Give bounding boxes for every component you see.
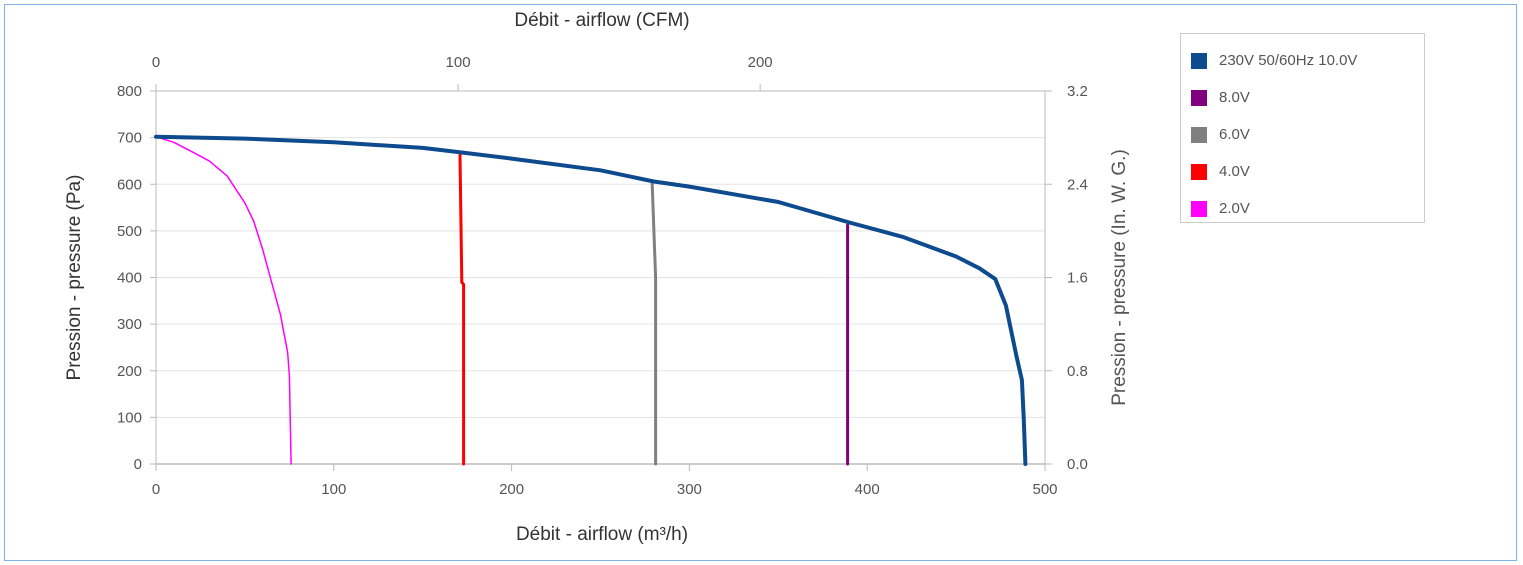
top-axis-title: Débit - airflow (CFM) — [514, 10, 689, 31]
legend-label-2v: 2.0V — [1219, 200, 1250, 217]
legend-label-8v: 8.0V — [1219, 89, 1250, 106]
legend-item-10v[interactable]: 230V 50/60Hz 10.0V — [1191, 42, 1424, 79]
right-axis-title: Pression - pressure (In. W. G.) — [1109, 149, 1130, 406]
legend-swatch-2v — [1191, 200, 1207, 217]
y2-tick-label: 1.6 — [1067, 270, 1088, 287]
axes: 0 100 200 300 400 500 600 700 800 0.0 0.8 1.6 2.4 3.2… — [117, 54, 1088, 498]
y-tick-label: 200 — [117, 363, 142, 380]
legend-swatch-4v — [1191, 163, 1207, 180]
grid-lines — [156, 90, 1045, 418]
legend-label-10v: 230V 50/60Hz 10.0V — [1219, 52, 1358, 69]
y-tick-label: 500 — [117, 223, 142, 240]
y-tick-label: 0 — [134, 456, 142, 473]
axis-titles: Débit - airflow (CFM) Débit - airflow (m… — [64, 10, 1130, 545]
y-tick-label: 400 — [117, 270, 142, 287]
y-tick-label: 700 — [117, 130, 142, 147]
left-axis-title: Pression - pressure (Pa) — [64, 175, 85, 381]
x-tick-label: 100 — [321, 481, 346, 498]
y2-tick-label: 3.2 — [1067, 83, 1088, 100]
legend-item-8v[interactable]: 8.0V — [1191, 79, 1424, 116]
y2-tick-label: 2.4 — [1067, 176, 1088, 193]
x2-tick-label: 0 — [152, 54, 160, 71]
chart-frame: 0 100 200 300 400 500 600 700 800 0.0 0.8 1.6 2.4 3.2… — [4, 4, 1517, 561]
y-tick-label: 800 — [117, 83, 142, 100]
series-lines — [154, 134, 1028, 466]
y2-tick-label: 0.8 — [1067, 363, 1088, 380]
legend-item-6v[interactable]: 6.0V — [1191, 116, 1424, 153]
legend-swatch-10v — [1191, 52, 1207, 69]
legend-item-2v[interactable]: 2.0V — [1191, 190, 1424, 227]
y-tick-label: 600 — [117, 176, 142, 193]
legend-item-4v[interactable]: 4.0V — [1191, 153, 1424, 190]
y-tick-label: 300 — [117, 316, 142, 333]
x-tick-label: 500 — [1032, 481, 1057, 498]
x2-tick-label: 200 — [748, 54, 773, 71]
series-line-2-0v — [155, 135, 292, 465]
series-line-10-0v — [154, 134, 1028, 466]
chart-legend: 230V 50/60Hz 10.0V 8.0V 6.0V 4.0V 2.0V — [1180, 33, 1425, 223]
x-tick-label: 400 — [855, 481, 880, 498]
y2-tick-label: 0.0 — [1067, 456, 1088, 473]
legend-swatch-8v — [1191, 89, 1207, 106]
series-line-4-0v — [458, 153, 466, 466]
x-tick-label: 300 — [677, 481, 702, 498]
x-tick-label: 200 — [499, 481, 524, 498]
bottom-axis-title: Débit - airflow (m³/h) — [516, 524, 688, 545]
x2-tick-label: 100 — [446, 54, 471, 71]
chart-canvas: 0 100 200 300 400 500 600 700 800 0.0 0.8 1.6 2.4 3.2… — [64, 10, 1130, 545]
legend-label-4v: 4.0V — [1219, 163, 1250, 180]
y-tick-label: 100 — [117, 409, 142, 426]
legend-label-6v: 6.0V — [1219, 126, 1250, 143]
series-line-6-0v — [650, 180, 658, 466]
x-tick-label: 0 — [152, 481, 160, 498]
legend-swatch-6v — [1191, 126, 1207, 143]
